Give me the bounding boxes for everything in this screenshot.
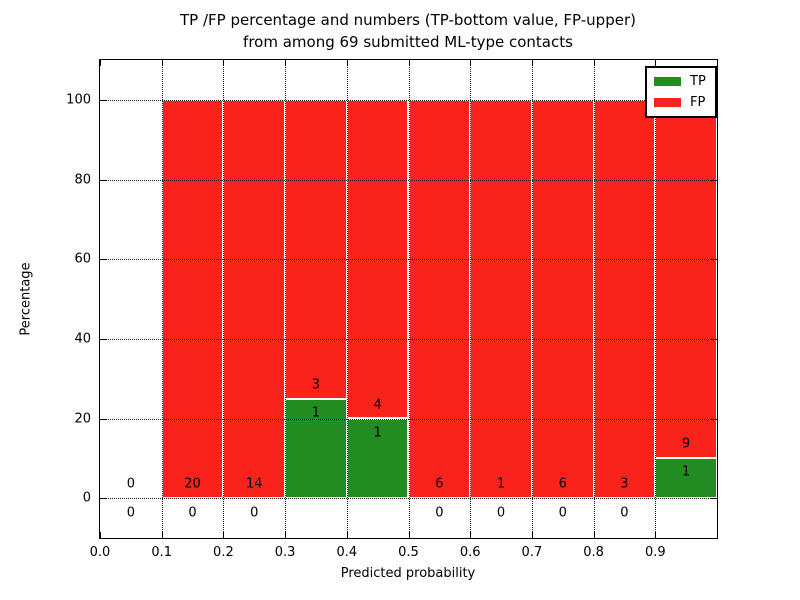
y-axis-tick — [711, 338, 717, 340]
x-tick-label: 0.1 — [151, 545, 173, 560]
y-tick-label: 20 — [74, 411, 91, 426]
y-axis-tick — [711, 179, 717, 181]
x-axis-tick — [408, 60, 410, 66]
y-axis-tick — [100, 338, 106, 340]
v-gridline — [161, 60, 163, 538]
tp-count-label: 0 — [496, 505, 506, 521]
legend-entry-fp: FP — [654, 96, 706, 109]
x-tick-label: 0.9 — [644, 545, 666, 560]
fp-count-label: 3 — [311, 377, 321, 393]
tp-bar-segment — [655, 458, 717, 499]
y-axis-tick — [711, 418, 717, 420]
x-axis-tick — [285, 532, 287, 538]
y-tick-label: 100 — [66, 92, 91, 108]
x-axis-tick — [223, 60, 225, 66]
x-axis-tick — [223, 532, 225, 538]
tp-count-label: 0 — [620, 505, 629, 521]
v-gridline — [531, 60, 533, 538]
x-axis-tick — [470, 532, 472, 538]
y-axis-tick — [100, 179, 106, 181]
v-gridline — [593, 60, 595, 538]
y-axis-tick — [711, 498, 717, 500]
tp-count-label: 1 — [373, 425, 382, 440]
fp-bar-segment — [161, 99, 224, 499]
x-axis-tick — [531, 532, 533, 538]
chart-title-line2: from among 69 submitted ML-type contacts — [243, 33, 573, 51]
legend-label-fp: FP — [690, 95, 706, 110]
tp-count-label: 0 — [558, 505, 567, 521]
x-tick-label: 0.4 — [336, 545, 358, 560]
fp-bar-segment — [531, 99, 594, 499]
legend-swatch-tp-icon — [654, 77, 681, 86]
v-gridline — [655, 60, 657, 538]
x-axis-tick — [346, 532, 348, 538]
tp-bar-segment — [346, 418, 409, 499]
legend-entry-tp: TP — [654, 75, 706, 88]
x-axis-tick — [408, 532, 410, 538]
tp-count-label: 1 — [311, 405, 321, 421]
x-tick-label: 0.2 — [213, 545, 234, 560]
y-tick-label: 80 — [74, 172, 91, 187]
y-tick-label: 40 — [74, 331, 91, 347]
fp-count-label: 4 — [373, 397, 382, 412]
v-gridline — [285, 60, 287, 538]
v-gridline — [346, 60, 348, 538]
y-tick-label: 60 — [74, 251, 91, 267]
fp-bar-segment — [223, 99, 286, 499]
x-axis-tick — [531, 60, 533, 66]
x-axis-tick — [161, 60, 163, 66]
x-tick-label: 0.7 — [521, 545, 543, 560]
x-tick-label: 0.0 — [89, 545, 111, 560]
x-axis-tick — [593, 60, 595, 66]
tp-count-label: 0 — [435, 505, 444, 521]
x-axis-tick — [593, 532, 595, 538]
y-axis-tick — [711, 259, 717, 261]
fp-count-label: 0 — [126, 476, 135, 492]
v-gridline — [408, 60, 410, 538]
y-axis-tick — [100, 99, 106, 101]
legend: TP FP — [645, 66, 717, 118]
x-axis-tick — [285, 60, 287, 66]
fp-count-label: 14 — [245, 476, 263, 492]
fp-count-label: 6 — [435, 476, 444, 492]
tp-count-label: 0 — [126, 505, 135, 521]
chart-title-line1: TP /FP percentage and numbers (TP-bottom… — [180, 11, 636, 29]
y-axis-tick — [100, 418, 106, 420]
fp-bar-segment — [470, 99, 532, 499]
y-axis-tick — [100, 259, 106, 261]
tp-count-label: 1 — [682, 464, 691, 480]
fp-count-label: 9 — [682, 436, 691, 452]
fp-bar-segment — [285, 99, 347, 399]
x-tick-label: 0.8 — [583, 545, 604, 560]
v-gridline — [470, 60, 472, 538]
x-axis-tick — [161, 532, 163, 538]
x-axis-tick — [100, 60, 101, 66]
v-gridline — [223, 60, 225, 538]
plot-area: TP FP 0.0 0.1 0.2 0.3 0.4 0.5 0.6 0.7 0.8 0.9 0 20 4… — [66, 59, 718, 560]
legend-label-tp: TP — [690, 74, 706, 89]
y-tick-label: 0 — [82, 490, 91, 506]
fp-count-label: 1 — [496, 476, 506, 492]
x-axis-tick — [346, 60, 348, 66]
tp-count-label: 0 — [188, 505, 197, 521]
x-tick-label: 0.3 — [274, 545, 296, 560]
x-axis-tick — [655, 60, 657, 66]
fp-bar-segment — [593, 99, 656, 499]
x-axis-tick — [655, 532, 657, 538]
fp-bar-segment — [408, 99, 471, 499]
fp-count-label: 6 — [558, 476, 567, 492]
x-axis-label: Predicted probability — [340, 566, 476, 581]
chart-title: TP /FP percentage and numbers (TP-bottom… — [180, 9, 636, 53]
fp-count-label: 20 — [184, 476, 201, 492]
x-tick-label: 0.5 — [398, 545, 419, 560]
x-axis-tick — [470, 60, 472, 66]
x-axis-tick — [100, 532, 101, 538]
x-tick-label: 0.6 — [459, 545, 481, 560]
y-axis-tick — [100, 498, 106, 500]
fp-count-label: 3 — [620, 476, 629, 492]
fp-bar-segment — [655, 99, 717, 459]
tp-count-label: 0 — [250, 505, 259, 521]
legend-swatch-fp-icon — [654, 98, 681, 107]
y-axis-label: Percentage — [18, 262, 34, 336]
